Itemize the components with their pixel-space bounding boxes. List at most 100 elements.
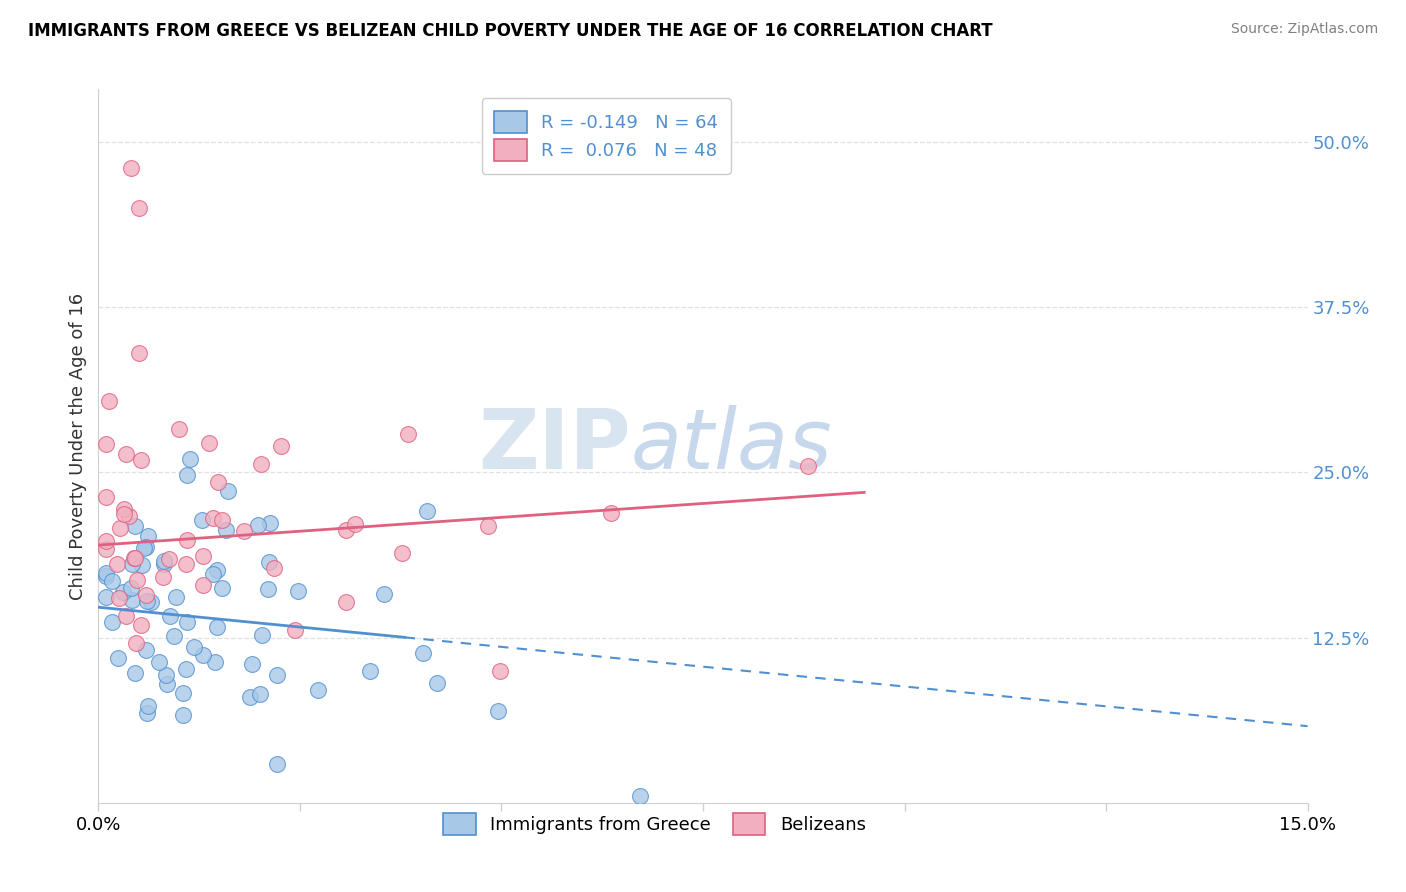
Point [174,557,197,571]
Point [176,615,198,629]
Point [486,704,509,718]
Point [124,550,146,565]
Point [110,521,132,535]
Point [205,563,228,577]
Point [152,558,174,572]
Point [270,439,292,453]
Point [136,529,159,543]
Point [343,516,366,531]
Point [122,551,145,566]
Point [211,582,233,596]
Point [96,590,118,604]
Point [416,503,439,517]
Point [266,668,288,682]
Point [152,554,174,568]
Point [198,436,221,450]
Point [628,789,651,804]
Point [250,627,273,641]
Point [335,523,357,537]
Point [263,561,285,575]
Point [101,574,124,589]
Point [266,756,288,771]
Point [124,519,146,533]
Point [201,566,224,581]
Point [396,427,419,442]
Point [359,665,381,679]
Text: atlas: atlas [630,406,832,486]
Point [373,587,395,601]
Point [128,201,150,215]
Point [97,394,120,409]
Point [489,664,512,678]
Point [172,686,194,700]
Point [135,706,157,721]
Point [169,422,191,436]
Point [283,623,305,637]
Point [287,584,309,599]
Point [152,569,174,583]
Point [115,608,138,623]
Legend: Immigrants from Greece, Belizeans: Immigrants from Greece, Belizeans [434,804,875,844]
Point [135,540,157,554]
Point [207,475,229,490]
Point [129,618,152,632]
Point [426,676,449,690]
Point [96,566,118,580]
Point [204,656,226,670]
Point [115,447,138,461]
Point [132,541,155,556]
Point [131,558,153,572]
Point [129,452,152,467]
Point [118,508,141,523]
Point [141,595,163,609]
Point [100,615,122,630]
Point [191,514,214,528]
Point [600,506,623,520]
Point [205,620,228,634]
Point [412,647,434,661]
Point [125,636,148,650]
Point [211,513,233,527]
Point [128,346,150,360]
Point [135,643,157,657]
Point [108,591,131,605]
Point [138,699,160,714]
Text: ZIP: ZIP [478,406,630,486]
Point [183,640,205,654]
Point [120,161,142,176]
Point [135,594,157,608]
Point [96,533,118,548]
Point [217,484,239,499]
Point [107,651,129,665]
Point [215,523,238,537]
Point [96,541,118,556]
Point [176,662,198,676]
Point [172,708,194,723]
Text: Source: ZipAtlas.com: Source: ZipAtlas.com [1230,22,1378,37]
Point [307,682,329,697]
Point [193,578,215,592]
Point [249,687,271,701]
Point [257,582,280,596]
Point [157,551,180,566]
Point [112,585,135,599]
Point [155,667,177,681]
Point [105,558,128,572]
Point [477,519,499,533]
Point [112,507,135,521]
Point [124,666,146,681]
Point [127,574,149,588]
Point [165,590,187,604]
Point [232,524,254,539]
Y-axis label: Child Poverty Under the Age of 16: Child Poverty Under the Age of 16 [69,293,87,599]
Point [120,581,142,595]
Point [247,518,270,533]
Point [163,630,186,644]
Point [159,609,181,624]
Point [176,533,198,548]
Point [156,677,179,691]
Point [391,546,413,560]
Point [240,657,263,672]
Text: IMMIGRANTS FROM GREECE VS BELIZEAN CHILD POVERTY UNDER THE AGE OF 16 CORRELATION: IMMIGRANTS FROM GREECE VS BELIZEAN CHILD… [28,22,993,40]
Point [96,437,118,451]
